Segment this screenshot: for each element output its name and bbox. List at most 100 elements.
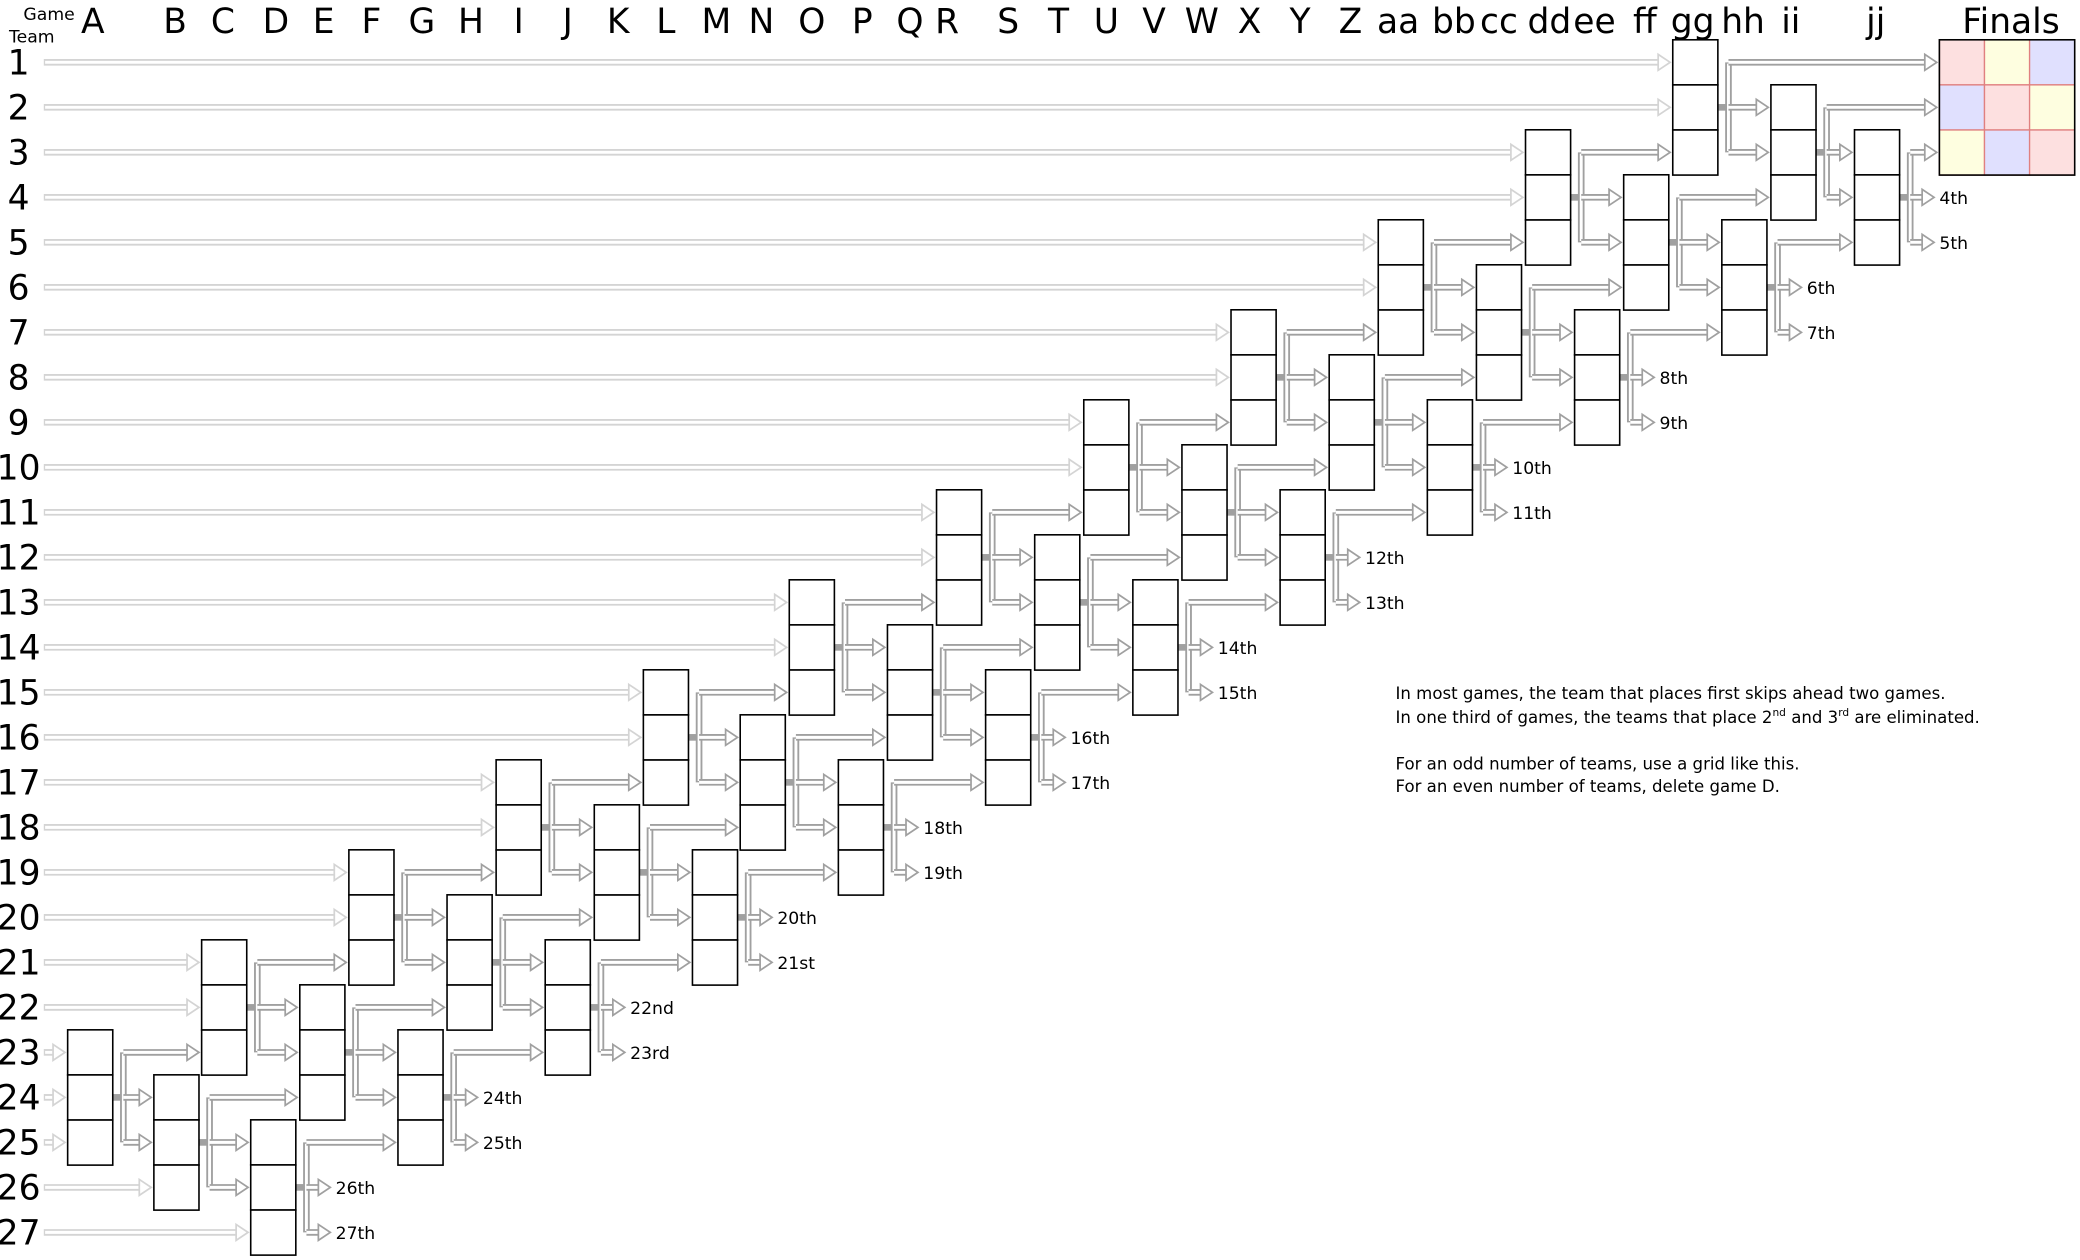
game-cell	[299, 1029, 346, 1076]
game-label: ee	[1573, 2, 1615, 42]
arrow-head	[1788, 277, 1803, 297]
arrow-head	[1199, 682, 1215, 702]
game-cell	[1721, 309, 1768, 356]
game-label: aa	[1377, 2, 1419, 42]
arrow-head	[284, 1042, 299, 1062]
game-cell	[739, 759, 787, 806]
game-label: A	[81, 2, 105, 42]
game-cell	[299, 1074, 346, 1121]
arrow-head	[382, 1042, 397, 1062]
arrow-head	[1313, 367, 1329, 387]
finals-cell	[1983, 84, 2031, 131]
arrow-head	[773, 682, 789, 702]
game-cell	[1524, 219, 1572, 266]
team-number: 16	[0, 718, 41, 758]
finals-cell	[1938, 39, 1986, 86]
game-cell	[495, 849, 543, 896]
game-cell	[691, 849, 739, 896]
arrow-head	[1559, 322, 1574, 342]
game-cell	[593, 849, 641, 896]
game-cell	[1622, 264, 1670, 311]
game-cell	[691, 939, 739, 986]
arrow-head	[1052, 727, 1067, 747]
game-cell	[593, 804, 641, 851]
place-label: 19th	[923, 864, 963, 884]
arrow-head	[724, 772, 740, 792]
arrow-head	[578, 907, 594, 927]
game-cell	[1279, 534, 1326, 581]
game-cell	[1573, 399, 1621, 446]
arrow-head	[1510, 232, 1525, 252]
game-label: J	[561, 2, 573, 42]
game-cell	[66, 1119, 114, 1166]
arrow-head	[1411, 502, 1427, 522]
note-part: In one third of games, the teams that pl…	[1396, 708, 1773, 727]
arrow-head	[186, 952, 201, 972]
game-label: S	[997, 2, 1019, 42]
team-number: 15	[0, 673, 41, 713]
arrow-head	[480, 772, 496, 792]
team-number: 26	[0, 1168, 41, 1208]
game-cell	[66, 1029, 114, 1076]
arrow-head	[529, 997, 545, 1017]
arrow-head	[1215, 322, 1230, 342]
arrow-head	[1346, 592, 1362, 612]
game-cell	[1230, 309, 1277, 356]
game-cell	[691, 894, 739, 941]
arrow-head	[1559, 367, 1574, 387]
arrow-head	[1362, 232, 1378, 252]
game-cell	[1328, 399, 1376, 446]
place-label: 14th	[1218, 639, 1258, 659]
place-label: 25th	[483, 1134, 523, 1154]
game-cell	[249, 1164, 297, 1211]
arrow-head	[431, 997, 446, 1017]
arrow-head	[1923, 97, 1939, 117]
game-cell	[348, 939, 395, 986]
team-number: 19	[0, 853, 41, 893]
game-cell	[1853, 219, 1901, 266]
arrow-head	[480, 862, 496, 882]
game-cell	[1770, 174, 1817, 221]
game-cell	[397, 1074, 444, 1121]
place-label: 6th	[1807, 279, 1836, 299]
arrow-head	[382, 1087, 397, 1107]
arrow-head	[1019, 592, 1034, 612]
game-cell	[1033, 534, 1081, 581]
arrow-head	[822, 862, 838, 882]
game-label: P	[852, 2, 873, 42]
game-cell	[1671, 84, 1719, 131]
arrow-head	[1019, 637, 1034, 657]
arrow-head	[480, 817, 496, 837]
arrow-head	[1199, 637, 1215, 657]
place-label: 21st	[777, 954, 815, 974]
game-cell	[1721, 264, 1768, 311]
arrow-head	[186, 997, 201, 1017]
arrow-head	[284, 997, 299, 1017]
place-label: 16th	[1071, 729, 1111, 749]
arrow-head	[1166, 502, 1181, 522]
arrow-head	[1117, 592, 1132, 612]
game-cell	[446, 894, 493, 941]
arrow-head	[970, 772, 985, 792]
game-cell	[788, 669, 836, 716]
arrow-head	[1839, 232, 1854, 252]
team-number: 2	[8, 88, 30, 128]
arrow-head	[1706, 322, 1721, 342]
arrow-head	[921, 592, 936, 612]
game-cell	[984, 669, 1032, 716]
game-label: V	[1142, 2, 1166, 42]
arrow-head	[611, 1042, 627, 1062]
arrow-head	[529, 1042, 545, 1062]
arrow-head	[333, 907, 348, 927]
finals-cell	[2028, 84, 2076, 131]
arrow-head	[317, 1177, 332, 1197]
game-cell	[66, 1074, 114, 1121]
note-part: are eliminated.	[1849, 708, 1980, 727]
team-number: 7	[8, 313, 30, 353]
game-label: M	[701, 2, 731, 42]
arrow-head	[1706, 277, 1721, 297]
place-label: 9th	[1659, 414, 1688, 434]
game-cell	[1132, 579, 1179, 626]
arrow-head	[921, 547, 936, 567]
arrow-head	[1362, 322, 1378, 342]
